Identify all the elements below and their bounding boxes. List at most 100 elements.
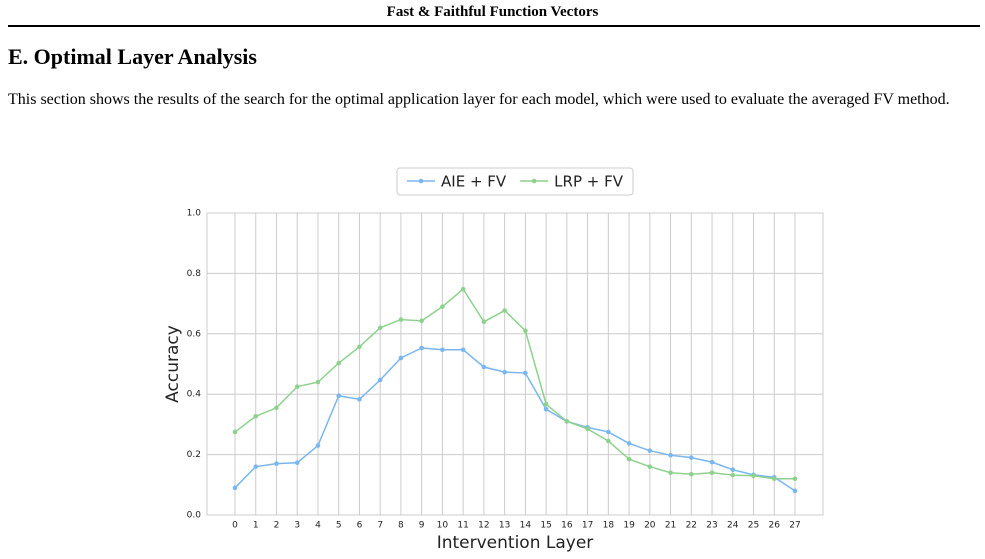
data-point [253, 413, 259, 419]
y-tick-label: 0.6 [187, 329, 202, 339]
x-tick-label: 2 [274, 521, 280, 531]
paragraph: This section shows the results of the se… [8, 91, 950, 108]
y-tick-label: 0.0 [187, 511, 202, 521]
data-point [377, 325, 383, 331]
data-point [440, 304, 445, 309]
legend-marker [418, 178, 424, 184]
data-point [232, 429, 238, 435]
data-point [481, 364, 487, 370]
x-tick-label: 14 [520, 521, 532, 531]
data-point [460, 347, 466, 353]
x-tick-label: 0 [232, 521, 238, 531]
series-line [234, 287, 795, 480]
data-point [523, 370, 528, 376]
data-point [357, 344, 362, 350]
data-point [419, 318, 424, 324]
data-point [543, 407, 549, 412]
data-point [502, 308, 507, 313]
data-point [336, 393, 342, 399]
x-tick-label: 3 [294, 521, 300, 531]
x-tick-label: 16 [561, 521, 573, 531]
legend: AIE + FV LRP + FV [396, 167, 634, 196]
legend-item: AIE + FV [407, 173, 507, 191]
data-point [232, 485, 238, 491]
data-point [709, 459, 715, 465]
data-point [315, 379, 321, 385]
x-tick-label: 22 [686, 521, 697, 531]
x-tick-label: 27 [789, 521, 800, 531]
series-line [234, 347, 796, 492]
y-tick-label: 0.2 [187, 450, 201, 460]
data-point [336, 360, 342, 366]
data-point [647, 464, 653, 469]
data-point [315, 443, 321, 448]
data-point [730, 472, 736, 478]
x-axis-label: Intervention Layer [437, 533, 594, 553]
data-point [771, 476, 777, 482]
x-tick-label: 1 [253, 521, 259, 531]
header-rule [8, 25, 980, 27]
legend-box [396, 167, 634, 196]
data-point [460, 286, 466, 292]
y-tick-label: 1.0 [187, 209, 202, 219]
data-point [751, 473, 756, 479]
legend-item: LRP + FV [520, 173, 624, 191]
data-point [294, 384, 300, 389]
x-tick-label: 6 [357, 521, 363, 531]
x-tick-label: 26 [769, 521, 781, 531]
data-point [668, 452, 673, 458]
data-point [709, 470, 715, 476]
x-tick-label: 12 [478, 521, 489, 531]
running-header: Fast & Faithful Function Vectors [386, 4, 599, 20]
data-point [440, 347, 445, 353]
y-axis-label: Accuracy [163, 325, 183, 403]
data-point [792, 488, 798, 494]
data-point [626, 441, 632, 446]
data-point [419, 345, 424, 351]
x-tick-label: 13 [499, 521, 510, 531]
x-tick-label: 11 [457, 521, 468, 531]
x-tick-label: 25 [748, 521, 759, 531]
data-point [398, 317, 404, 322]
x-tick-label: 21 [665, 521, 676, 531]
x-tick-label: 23 [706, 521, 717, 531]
x-tick-label: 5 [336, 521, 342, 531]
x-tick-label: 19 [623, 521, 635, 531]
x-tick-label: 9 [419, 521, 425, 531]
section-title: E. Optimal Layer Analysis [8, 44, 257, 69]
data-point [606, 438, 611, 444]
data-point [688, 455, 694, 460]
data-point [294, 460, 300, 466]
x-tick-label: 20 [644, 521, 656, 531]
data-point [626, 456, 632, 462]
data-point [274, 461, 279, 466]
data-point [543, 401, 549, 407]
data-point [357, 397, 362, 402]
data-point [585, 426, 590, 432]
data-point [274, 405, 279, 411]
x-tick-label: 17 [582, 521, 593, 531]
y-tick-label: 0.4 [187, 390, 202, 400]
x-tick-label: 8 [398, 521, 404, 531]
data-point [481, 319, 487, 325]
data-point [668, 470, 673, 476]
x-tick-label: 7 [377, 521, 383, 531]
data-point [688, 471, 694, 477]
x-tick-label: 24 [727, 521, 739, 531]
x-tick-label: 18 [603, 521, 615, 531]
data-point [792, 476, 798, 482]
x-tick-label: 15 [540, 521, 551, 531]
data-point [253, 464, 259, 469]
legend-marker [531, 178, 537, 184]
data-point [564, 419, 570, 424]
data-point [523, 328, 528, 334]
data-point [377, 377, 383, 383]
data-point [647, 448, 653, 453]
legend-label: LRP + FV [554, 173, 624, 191]
data-point [606, 429, 611, 435]
legend-label: AIE + FV [441, 173, 507, 191]
data-point [730, 467, 736, 473]
x-tick-label: 4 [315, 521, 321, 531]
